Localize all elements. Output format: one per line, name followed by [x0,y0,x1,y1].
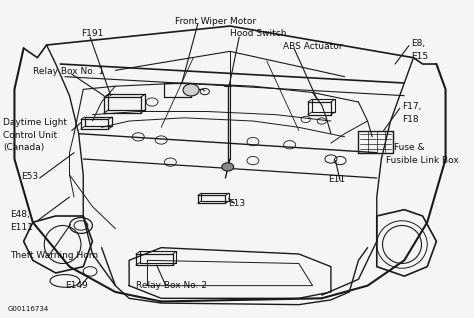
Text: Fuse &: Fuse & [394,143,425,152]
Text: Control Unit: Control Unit [3,131,57,140]
Text: F191: F191 [81,30,103,38]
Text: Daytime Light: Daytime Light [3,118,67,127]
Text: E15: E15 [411,52,428,61]
Text: Relay Box No. 2: Relay Box No. 2 [136,281,207,290]
Text: F18: F18 [402,115,419,124]
Text: G00116734: G00116734 [8,306,49,312]
Text: (Canada): (Canada) [3,143,44,152]
Text: Front Wiper Motor: Front Wiper Motor [175,17,256,26]
Text: Theft Warning Horn: Theft Warning Horn [10,251,98,260]
Text: E111: E111 [10,223,33,232]
Text: E13: E13 [228,199,245,208]
Text: F17,: F17, [402,102,421,111]
Text: Relay Box No. 1: Relay Box No. 1 [33,67,104,76]
Text: ABS Actuator: ABS Actuator [283,42,342,51]
Text: Hood Switch: Hood Switch [230,30,286,38]
Circle shape [222,163,234,171]
Text: E48,: E48, [10,210,29,219]
Text: E11: E11 [328,175,346,184]
Text: E8,: E8, [411,39,425,48]
Text: E53: E53 [21,172,38,181]
Text: Fusible Link Box: Fusible Link Box [386,156,459,165]
Text: E149: E149 [65,281,88,290]
Ellipse shape [183,84,199,96]
